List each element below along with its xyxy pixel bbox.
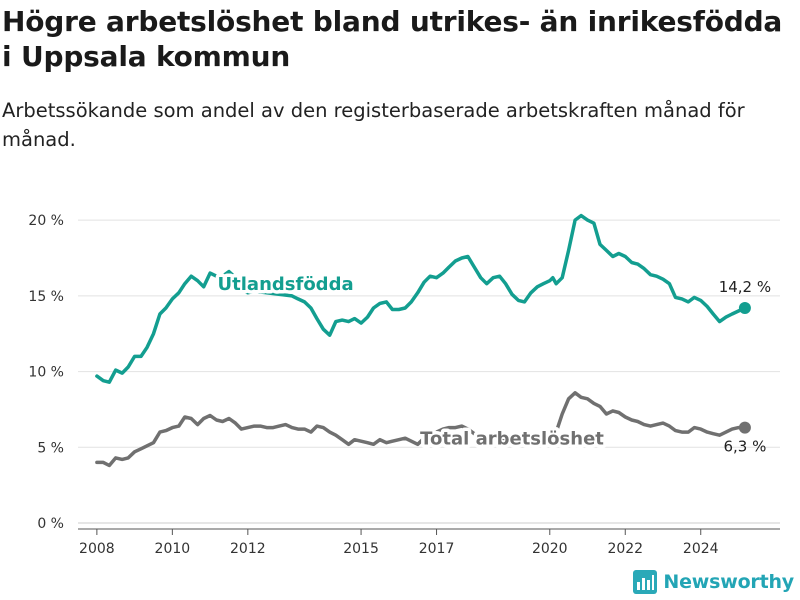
series-end-marker (738, 421, 751, 434)
x-axis: 2008 2010 2012 2015 2017 2020 2022 2024 (78, 528, 780, 557)
end-value-label: 14,2 % (719, 278, 771, 296)
x-tick-label: 2022 (607, 541, 643, 557)
chart-subtitle: Arbetssökande som andel av den registerb… (2, 99, 745, 151)
y-tick-label: 15 % (28, 289, 64, 305)
end-value-label: 6,3 % (723, 438, 766, 456)
label-layer: 14,2 % 6,3 % Utlandsfödda Total arbetslöshe… (214, 270, 771, 456)
newsworthy-logo: Newsworthy (633, 570, 794, 594)
series-layer (95, 213, 751, 468)
y-axis-labels: 0 % 5 % 10 % 15 % 20 % (28, 213, 64, 532)
series-end-marker (738, 301, 751, 314)
x-tick-label: 2010 (155, 541, 191, 557)
bar-chart-logo-icon (633, 570, 658, 594)
series-line (95, 213, 747, 384)
x-tick-label: 2020 (532, 541, 568, 557)
y-tick-label: 0 % (37, 516, 64, 532)
x-tick-label: 2012 (230, 541, 266, 557)
x-tick-label: 2017 (419, 541, 455, 557)
series-line (95, 391, 747, 468)
series-name-label: Total arbetslöshet (420, 428, 604, 449)
chart-title: Högre arbetslöshet bland utrikes- än inr… (2, 5, 783, 73)
x-tick-label: 2008 (79, 541, 115, 557)
y-tick-label: 5 % (37, 440, 64, 456)
y-tick-label: 20 % (28, 213, 64, 229)
brand-name: Newsworthy (663, 571, 794, 593)
series-name-label: Utlandsfödda (218, 274, 354, 295)
grid-lines (78, 219, 780, 524)
x-tick-label: 2015 (343, 541, 379, 557)
y-tick-label: 10 % (28, 365, 64, 381)
x-tick-label: 2024 (683, 541, 719, 557)
